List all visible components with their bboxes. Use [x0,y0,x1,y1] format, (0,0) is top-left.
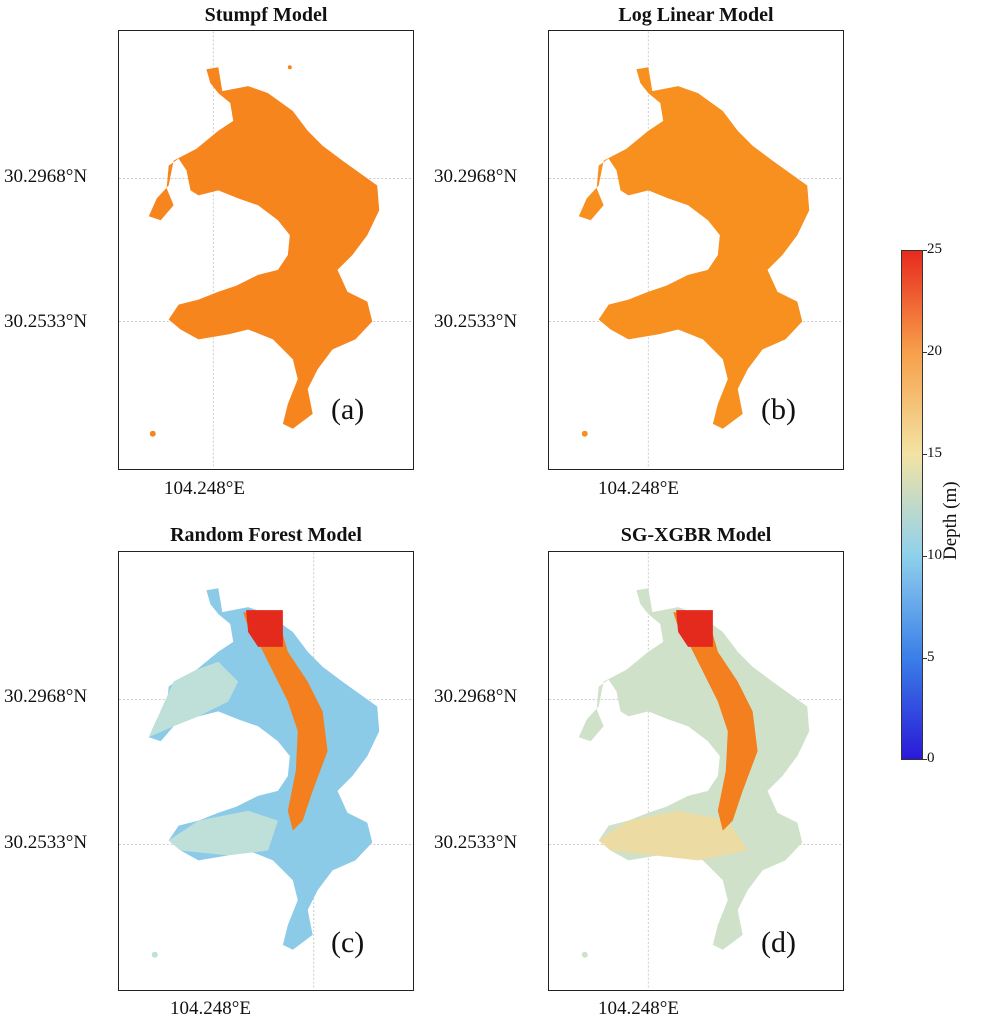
panel-d-lon: 104.248°E [598,998,679,1019]
panel-a-lon: 104.248°E [164,478,245,499]
channel [673,612,758,831]
colorbar-tick-mark [923,759,927,760]
channel [243,612,328,831]
mid-zone [598,810,748,861]
panel-d-lat1: 30.2968°N [434,686,518,707]
panel-c-lat2: 30.2533°N [4,832,88,853]
panel-b-map: (b) [548,30,844,470]
panel-b-lon: 104.248°E [598,478,679,499]
colorbar-tick-10: 10 [927,547,942,563]
colorbar-tick-5: 5 [927,649,935,665]
panel-b-lat2: 30.2533°N [434,311,518,332]
panel-a-title: Stumpf Model [204,4,328,26]
colorbar-tick-mark [923,250,927,251]
deep-zone [246,610,283,647]
panel-c-title: Random Forest Model [170,524,362,546]
panel-a-map: (a) [118,30,414,470]
colorbar-tick-mark [923,658,927,659]
colorbar-tick-mark [923,352,927,353]
panel-a-lat1: 30.2968°N [4,166,88,187]
panel-a-lat2: 30.2533°N [4,311,88,332]
colorbar-tick-mark [923,556,927,557]
panel-d-lat2: 30.2533°N [434,832,518,853]
panel-d-letter: (d) [761,926,796,959]
reservoir-shape [578,67,810,429]
colorbar-tick-20: 20 [927,343,942,359]
panel-a-letter: (a) [331,393,365,426]
panel-d-title: SG-XGBR Model [620,524,772,546]
colorbar-tick-mark [923,454,927,455]
south-arm [168,810,278,856]
shallow-west-arm [148,661,239,738]
colorbar-label: Depth (m) [940,481,961,560]
colorbar-tick-0: 0 [927,750,935,766]
panel-b-lat1: 30.2968°N [434,166,518,187]
panel-c-letter: (c) [331,926,365,959]
reservoir-shape [578,588,810,950]
colorbar-tick-15: 15 [927,445,942,461]
panel-c-map: (c) [118,551,414,991]
deep-zone [676,610,713,647]
panel-c-lon: 104.248°E [170,998,251,1019]
colorbar-tick-25: 25 [927,241,942,257]
panel-c-lat1: 30.2968°N [4,686,88,707]
reservoir-shape [148,67,380,429]
panel-d-map: (d) [548,551,844,991]
depth-colorbar [901,250,923,760]
panel-b-title: Log Linear Model [618,4,774,26]
panel-b-letter: (b) [761,393,796,426]
